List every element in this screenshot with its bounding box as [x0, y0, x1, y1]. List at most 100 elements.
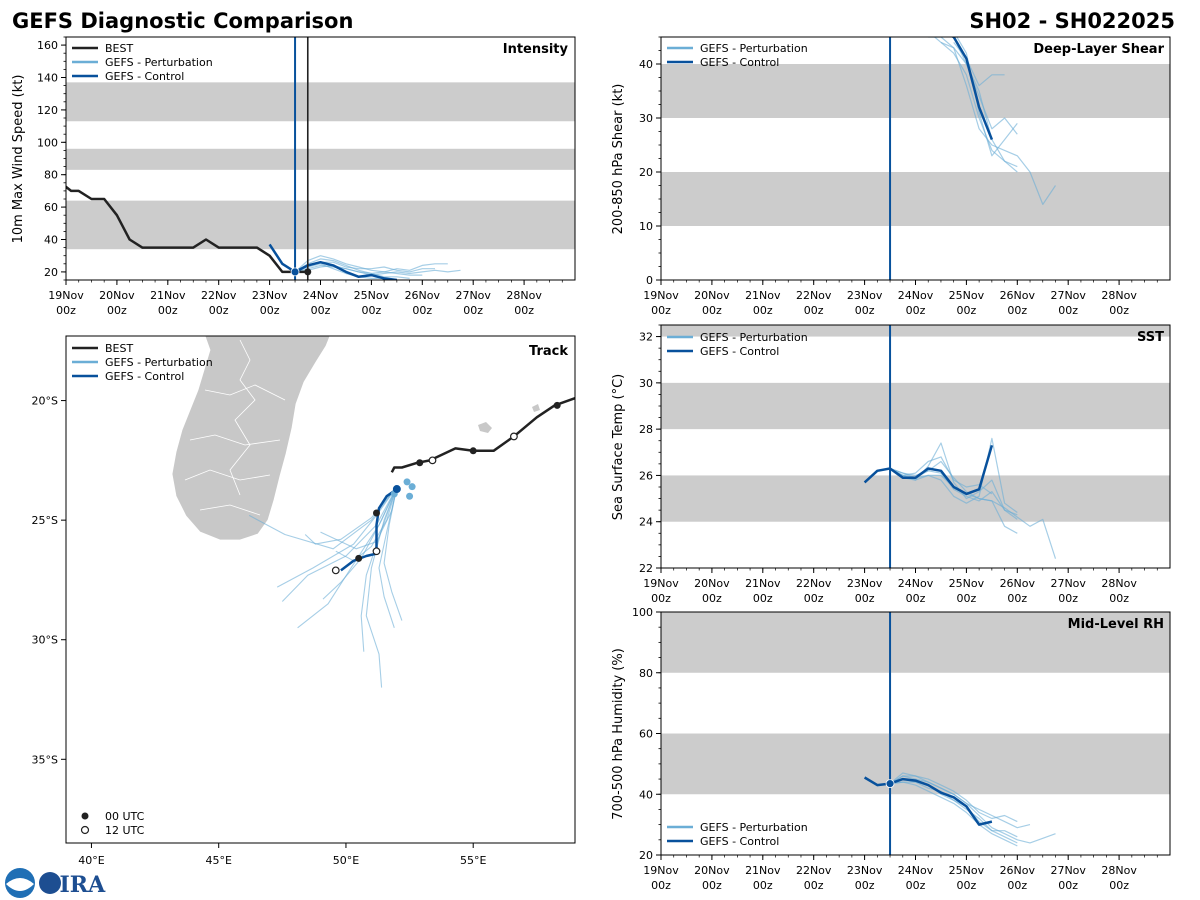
shear-x-tick-label: 27Nov [1050, 289, 1086, 302]
sst-x-tick-label: 24Nov [898, 577, 934, 590]
track-control-12utc-point [372, 547, 381, 556]
intensity-y-tick-label: 160 [37, 39, 58, 52]
shear-legend: GEFS - Perturbation GEFS - Control [667, 42, 808, 69]
sst-x-tick-label: 22Nov [796, 577, 832, 590]
sst-x-tick-sublabel: 00z [651, 592, 671, 605]
shear-x-tick-label: 26Nov [1000, 289, 1036, 302]
track-best-12utc-point [428, 456, 437, 465]
legend-12utc-label: 12 UTC [105, 824, 145, 837]
intensity-y-tick-label: 120 [37, 104, 58, 117]
intensity-legend: BEST GEFS - Perturbation GEFS - Control [72, 42, 213, 83]
track-best-12utc-point [510, 432, 518, 441]
rh-x-tick-label: 21Nov [745, 864, 781, 877]
track-lon-label: 40°E [78, 854, 104, 867]
shear-perturbation-line [933, 37, 1018, 173]
track-legend: BEST GEFS - Perturbation GEFS - Control … [72, 342, 213, 837]
intensity-bands [66, 82, 575, 250]
rh-x-tick-sublabel: 00z [1007, 879, 1027, 892]
legend-perturbation-label: GEFS - Perturbation [700, 821, 808, 834]
shear-x-tick-sublabel: 00z [1109, 304, 1129, 317]
track-lon-label: 50°E [333, 854, 359, 867]
sst-perturbation-line [889, 467, 1018, 516]
sst-x-tick-label: 23Nov [847, 577, 883, 590]
intensity-x-tick-sublabel: 00z [362, 304, 382, 317]
sst-title: SST [1137, 330, 1164, 345]
rh-series [863, 612, 1056, 855]
sst-series [863, 325, 1057, 568]
shear-control-line [950, 37, 994, 141]
intensity-x-tick-sublabel: 00z [514, 304, 534, 317]
sst-y-label: Sea Surface Temp (°C) [611, 374, 626, 521]
sst-y-tick-label: 26 [639, 469, 653, 482]
track-lat-label: 35°S [32, 753, 58, 766]
sst-perturbation-line [889, 456, 993, 495]
ocean [66, 336, 575, 843]
intensity-x-tick-sublabel: 00z [107, 304, 127, 317]
sst-x-tick-label: 26Nov [1000, 577, 1036, 590]
legend-control-label: GEFS - Control [105, 370, 184, 383]
rh-legend: GEFS - Perturbation GEFS - Control [667, 821, 808, 848]
shear-y-tick-label: 10 [639, 220, 653, 233]
rh-y-ticks: 20 40 60 80 100 [632, 606, 661, 862]
intensity-y-tick-label: 100 [37, 136, 58, 149]
intensity-control-analysis-point [290, 267, 300, 277]
shear-panel: 0 10 20 30 40 19Nov 00z 20Nov 00z 21Nov 00z 22Nov 0… [611, 36, 1171, 317]
track-lon-label: 45°E [205, 854, 231, 867]
intensity-x-tick-label: 21Nov [150, 289, 186, 302]
sst-x-tick-label: 19Nov [643, 577, 679, 590]
rh-band [661, 612, 1170, 673]
intensity-y-tick-label: 140 [37, 72, 58, 85]
shear-perturbation-line [952, 37, 1018, 135]
cira-logo-text: CIRA [42, 872, 106, 898]
legend-control-label: GEFS - Control [700, 835, 779, 848]
intensity-x-tick-label: 19Nov [48, 289, 84, 302]
rh-x-tick-sublabel: 00z [1109, 879, 1129, 892]
intensity-x-tick-label: 24Nov [303, 289, 339, 302]
shear-band [661, 172, 1170, 226]
shear-x-tick-label: 19Nov [643, 289, 679, 302]
sst-x-tick-label: 20Nov [694, 577, 730, 590]
intensity-x-tick-sublabel: 00z [463, 304, 483, 317]
legend-control-label: GEFS - Control [700, 56, 779, 69]
cira-logo: CIRA [39, 872, 106, 898]
track-perturbation-point [406, 492, 414, 500]
track-perturbation-line [365, 486, 398, 688]
rh-perturbation-line [889, 775, 1031, 829]
rh-control-analysis-point [885, 779, 895, 789]
rh-x-tick-label: 19Nov [643, 864, 679, 877]
rh-band [661, 733, 1170, 795]
reunion-island [478, 422, 492, 433]
legend-control-label: GEFS - Control [105, 70, 184, 83]
track-title: Track [529, 344, 568, 359]
intensity-y-tick-label: 80 [44, 169, 58, 182]
track-lat-label: 20°S [32, 395, 58, 408]
shear-x-tick-label: 21Nov [745, 289, 781, 302]
rh-perturbation-line [889, 781, 1018, 847]
track-control-start-point [392, 485, 401, 494]
rh-y-tick-label: 40 [639, 788, 653, 801]
rh-x-tick-label: 26Nov [1000, 864, 1036, 877]
rh-x-tick-sublabel: 00z [957, 879, 977, 892]
track-lon-ticks: 40°E 45°E 50°E 55°E [78, 843, 486, 867]
intensity-x-tick-sublabel: 00z [209, 304, 229, 317]
track-frame [65, 335, 576, 844]
shear-x-tick-sublabel: 00z [906, 304, 926, 317]
intensity-best-line [66, 185, 308, 274]
sst-x-tick-sublabel: 00z [804, 592, 824, 605]
legend-control-label: GEFS - Control [700, 345, 779, 358]
shear-x-tick-sublabel: 00z [1007, 304, 1027, 317]
sst-y-tick-label: 32 [639, 331, 653, 344]
intensity-x-tick-sublabel: 00z [311, 304, 331, 317]
legend-best-label: BEST [105, 342, 133, 355]
legend-perturbation-label: GEFS - Perturbation [105, 56, 213, 69]
sst-band [661, 475, 1170, 522]
rh-y-tick-label: 60 [639, 728, 653, 741]
intensity-x-tick-sublabel: 00z [56, 304, 76, 317]
shear-band [661, 64, 1170, 118]
track-perturbation-line [378, 486, 398, 628]
shear-x-tick-label: 24Nov [898, 289, 934, 302]
sst-frame [660, 324, 1171, 569]
track-lon-label: 55°E [460, 854, 486, 867]
sst-y-tick-label: 22 [639, 562, 653, 575]
intensity-x-tick-label: 23Nov [252, 289, 288, 302]
